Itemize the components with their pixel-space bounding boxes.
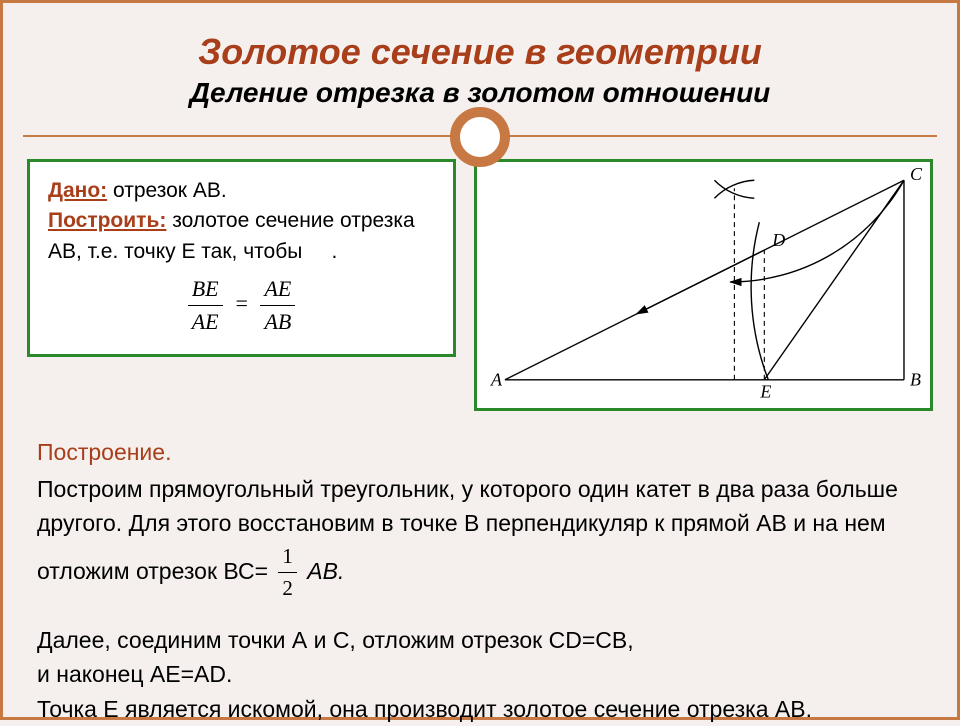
given-box: Дано: отрезок АВ. Построить: золотое сеч… xyxy=(27,159,456,357)
frac-right-den: AB xyxy=(260,306,295,338)
label-D: D xyxy=(771,230,785,250)
frac-left-den: AE xyxy=(188,306,223,338)
ring-icon xyxy=(450,107,510,167)
p1-a: Построим прямоугольный треугольник, у ко… xyxy=(37,476,898,584)
equals-sign: = xyxy=(234,291,249,316)
frac-right: AE AB xyxy=(260,273,295,338)
build-line: Построить: золотое сечение отрезка АВ, т… xyxy=(48,206,435,267)
construction-title: Построение. xyxy=(37,435,923,470)
given-line: Дано: отрезок АВ. xyxy=(48,176,435,206)
diagram-box: A B C D E xyxy=(474,159,933,411)
build-label: Построить: xyxy=(48,209,166,232)
page-title: Золотое сечение в геометрии xyxy=(23,31,937,73)
half-num: 1 xyxy=(278,541,297,574)
formula: BE AE = AE AB xyxy=(48,273,435,338)
label-E: E xyxy=(759,382,771,402)
construction-p3: и наконец АЕ=AD. xyxy=(37,657,923,692)
dano-label: Дано: xyxy=(48,179,107,202)
half-den: 2 xyxy=(278,573,297,605)
half-fraction: 1 2 xyxy=(278,541,297,605)
slide-frame: Золотое сечение в геометрии Деление отре… xyxy=(0,0,960,720)
label-A: A xyxy=(490,370,503,390)
construction-p1: Построим прямоугольный треугольник, у ко… xyxy=(37,472,923,605)
frac-right-num: AE xyxy=(260,273,295,306)
construction-p2: Далее, соединим точки А и С, отложим отр… xyxy=(37,623,923,658)
construction-text: Построение. Построим прямоугольный треуг… xyxy=(3,411,957,726)
construction-p4: Точка Е является искомой, она производит… xyxy=(37,692,923,726)
p1-b: AB. xyxy=(301,558,344,584)
dano-text: отрезок АВ. xyxy=(107,179,227,202)
page-subtitle: Деление отрезка в золотом отношении xyxy=(23,77,937,109)
label-C: C xyxy=(910,164,923,184)
geometry-diagram: A B C D E xyxy=(477,162,930,408)
label-B: B xyxy=(910,370,921,390)
frac-left: BE AE xyxy=(188,273,223,338)
frac-left-num: BE xyxy=(188,273,223,306)
header: Золотое сечение в геометрии Деление отре… xyxy=(3,3,957,119)
